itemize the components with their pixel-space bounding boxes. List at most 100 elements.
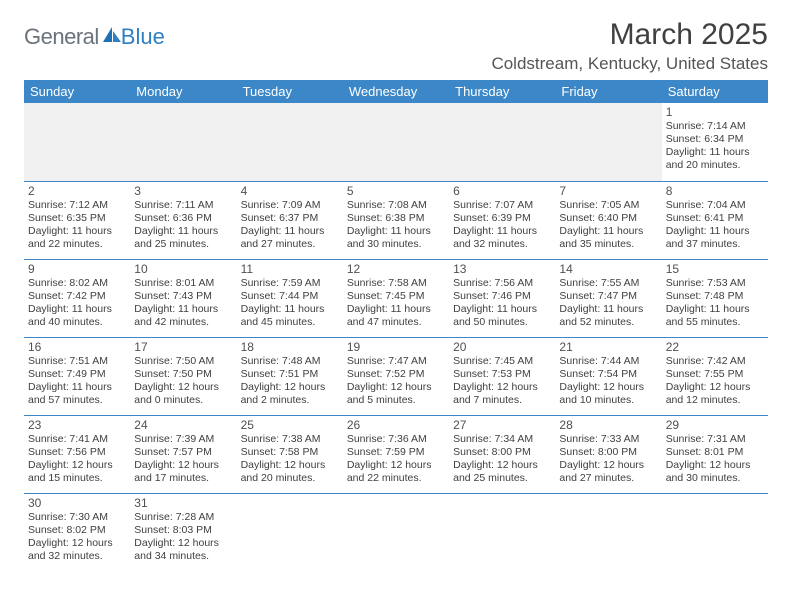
- day-number: 4: [241, 184, 339, 198]
- sunrise-text: Sunrise: 7:36 AM: [347, 433, 445, 446]
- daylight-text: Daylight: 12 hours and 7 minutes.: [453, 381, 551, 407]
- weekday-header-row: Sunday Monday Tuesday Wednesday Thursday…: [24, 80, 768, 103]
- sunset-text: Sunset: 7:53 PM: [453, 368, 551, 381]
- calendar-cell: 2Sunrise: 7:12 AMSunset: 6:35 PMDaylight…: [24, 181, 130, 259]
- day-number: 28: [559, 418, 657, 432]
- sunrise-text: Sunrise: 7:07 AM: [453, 199, 551, 212]
- sunset-text: Sunset: 6:39 PM: [453, 212, 551, 225]
- col-sunday: Sunday: [24, 80, 130, 103]
- calendar-cell: 11Sunrise: 7:59 AMSunset: 7:44 PMDayligh…: [237, 259, 343, 337]
- day-number: 13: [453, 262, 551, 276]
- sunset-text: Sunset: 8:01 PM: [666, 446, 764, 459]
- sunrise-text: Sunrise: 7:50 AM: [134, 355, 232, 368]
- day-number: 14: [559, 262, 657, 276]
- day-number: 1: [666, 105, 764, 119]
- calendar-cell: 3Sunrise: 7:11 AMSunset: 6:36 PMDaylight…: [130, 181, 236, 259]
- calendar-cell: 21Sunrise: 7:44 AMSunset: 7:54 PMDayligh…: [555, 337, 661, 415]
- calendar-cell: 30Sunrise: 7:30 AMSunset: 8:02 PMDayligh…: [24, 493, 130, 571]
- sunrise-text: Sunrise: 7:31 AM: [666, 433, 764, 446]
- day-number: 9: [28, 262, 126, 276]
- daylight-text: Daylight: 12 hours and 12 minutes.: [666, 381, 764, 407]
- day-number: 31: [134, 496, 232, 510]
- day-number: 19: [347, 340, 445, 354]
- day-number: 22: [666, 340, 764, 354]
- sunset-text: Sunset: 7:57 PM: [134, 446, 232, 459]
- sunrise-text: Sunrise: 7:56 AM: [453, 277, 551, 290]
- calendar-cell: [343, 493, 449, 571]
- calendar-row: 30Sunrise: 7:30 AMSunset: 8:02 PMDayligh…: [24, 493, 768, 571]
- col-friday: Friday: [555, 80, 661, 103]
- day-number: 11: [241, 262, 339, 276]
- day-number: 23: [28, 418, 126, 432]
- daylight-text: Daylight: 11 hours and 32 minutes.: [453, 225, 551, 251]
- day-number: 25: [241, 418, 339, 432]
- page-header: General Blue March 2025 Coldstream, Kent…: [24, 18, 768, 74]
- sunset-text: Sunset: 7:45 PM: [347, 290, 445, 303]
- sunset-text: Sunset: 7:52 PM: [347, 368, 445, 381]
- sunset-text: Sunset: 7:42 PM: [28, 290, 126, 303]
- daylight-text: Daylight: 11 hours and 45 minutes.: [241, 303, 339, 329]
- calendar-row: 9Sunrise: 8:02 AMSunset: 7:42 PMDaylight…: [24, 259, 768, 337]
- daylight-text: Daylight: 12 hours and 10 minutes.: [559, 381, 657, 407]
- calendar-cell: [237, 493, 343, 571]
- sunset-text: Sunset: 7:59 PM: [347, 446, 445, 459]
- col-tuesday: Tuesday: [237, 80, 343, 103]
- calendar-cell: 27Sunrise: 7:34 AMSunset: 8:00 PMDayligh…: [449, 415, 555, 493]
- calendar-cell: 19Sunrise: 7:47 AMSunset: 7:52 PMDayligh…: [343, 337, 449, 415]
- day-number: 10: [134, 262, 232, 276]
- daylight-text: Daylight: 11 hours and 40 minutes.: [28, 303, 126, 329]
- calendar-cell: 17Sunrise: 7:50 AMSunset: 7:50 PMDayligh…: [130, 337, 236, 415]
- calendar-cell: 7Sunrise: 7:05 AMSunset: 6:40 PMDaylight…: [555, 181, 661, 259]
- sunrise-text: Sunrise: 7:28 AM: [134, 511, 232, 524]
- sunset-text: Sunset: 7:51 PM: [241, 368, 339, 381]
- day-number: 26: [347, 418, 445, 432]
- sunrise-text: Sunrise: 7:51 AM: [28, 355, 126, 368]
- calendar-cell: 10Sunrise: 8:01 AMSunset: 7:43 PMDayligh…: [130, 259, 236, 337]
- sail-icon: [102, 24, 122, 50]
- daylight-text: Daylight: 12 hours and 22 minutes.: [347, 459, 445, 485]
- day-number: 5: [347, 184, 445, 198]
- calendar-row: 2Sunrise: 7:12 AMSunset: 6:35 PMDaylight…: [24, 181, 768, 259]
- calendar-cell: 18Sunrise: 7:48 AMSunset: 7:51 PMDayligh…: [237, 337, 343, 415]
- calendar-cell: [130, 103, 236, 181]
- calendar-cell: 16Sunrise: 7:51 AMSunset: 7:49 PMDayligh…: [24, 337, 130, 415]
- sunrise-text: Sunrise: 7:53 AM: [666, 277, 764, 290]
- sunrise-text: Sunrise: 7:04 AM: [666, 199, 764, 212]
- sunset-text: Sunset: 7:47 PM: [559, 290, 657, 303]
- daylight-text: Daylight: 12 hours and 5 minutes.: [347, 381, 445, 407]
- sunset-text: Sunset: 6:40 PM: [559, 212, 657, 225]
- day-number: 30: [28, 496, 126, 510]
- sunrise-text: Sunrise: 7:39 AM: [134, 433, 232, 446]
- daylight-text: Daylight: 11 hours and 47 minutes.: [347, 303, 445, 329]
- col-monday: Monday: [130, 80, 236, 103]
- sunset-text: Sunset: 6:37 PM: [241, 212, 339, 225]
- daylight-text: Daylight: 11 hours and 57 minutes.: [28, 381, 126, 407]
- day-number: 6: [453, 184, 551, 198]
- daylight-text: Daylight: 11 hours and 20 minutes.: [666, 146, 764, 172]
- calendar-cell: [449, 493, 555, 571]
- calendar-table: Sunday Monday Tuesday Wednesday Thursday…: [24, 80, 768, 571]
- sunset-text: Sunset: 8:03 PM: [134, 524, 232, 537]
- day-number: 17: [134, 340, 232, 354]
- daylight-text: Daylight: 12 hours and 15 minutes.: [28, 459, 126, 485]
- sunset-text: Sunset: 7:48 PM: [666, 290, 764, 303]
- calendar-cell: 5Sunrise: 7:08 AMSunset: 6:38 PMDaylight…: [343, 181, 449, 259]
- calendar-row: 23Sunrise: 7:41 AMSunset: 7:56 PMDayligh…: [24, 415, 768, 493]
- sunrise-text: Sunrise: 7:58 AM: [347, 277, 445, 290]
- calendar-cell: 26Sunrise: 7:36 AMSunset: 7:59 PMDayligh…: [343, 415, 449, 493]
- calendar-cell: [662, 493, 768, 571]
- sunrise-text: Sunrise: 7:45 AM: [453, 355, 551, 368]
- calendar-cell: 31Sunrise: 7:28 AMSunset: 8:03 PMDayligh…: [130, 493, 236, 571]
- sunset-text: Sunset: 7:49 PM: [28, 368, 126, 381]
- sunrise-text: Sunrise: 7:14 AM: [666, 120, 764, 133]
- day-number: 15: [666, 262, 764, 276]
- calendar-cell: 15Sunrise: 7:53 AMSunset: 7:48 PMDayligh…: [662, 259, 768, 337]
- daylight-text: Daylight: 12 hours and 2 minutes.: [241, 381, 339, 407]
- calendar-row: 16Sunrise: 7:51 AMSunset: 7:49 PMDayligh…: [24, 337, 768, 415]
- daylight-text: Daylight: 11 hours and 55 minutes.: [666, 303, 764, 329]
- sunrise-text: Sunrise: 7:12 AM: [28, 199, 126, 212]
- sunrise-text: Sunrise: 8:02 AM: [28, 277, 126, 290]
- sunrise-text: Sunrise: 7:08 AM: [347, 199, 445, 212]
- calendar-cell: 22Sunrise: 7:42 AMSunset: 7:55 PMDayligh…: [662, 337, 768, 415]
- daylight-text: Daylight: 11 hours and 22 minutes.: [28, 225, 126, 251]
